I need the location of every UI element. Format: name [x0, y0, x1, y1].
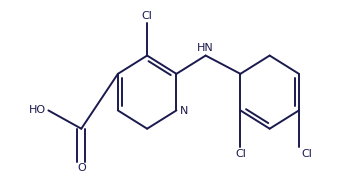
Text: Cl: Cl [235, 149, 246, 159]
Text: N: N [180, 106, 188, 116]
Text: O: O [77, 163, 86, 173]
Text: Cl: Cl [301, 149, 312, 159]
Text: HN: HN [197, 43, 214, 53]
Text: HO: HO [29, 105, 46, 115]
Text: Cl: Cl [142, 11, 153, 21]
